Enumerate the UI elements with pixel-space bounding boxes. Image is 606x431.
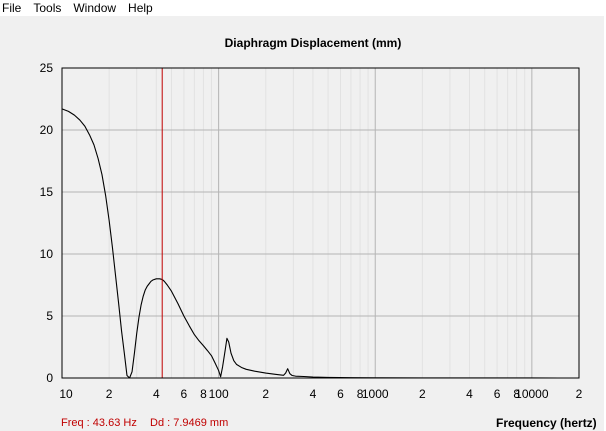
series-layer xyxy=(61,108,560,379)
x-tick-label: 4 xyxy=(466,387,473,401)
y-tick-label: 20 xyxy=(40,123,54,137)
series-line xyxy=(61,108,560,379)
x-tick-label: 4 xyxy=(153,387,160,401)
x-tick-label: 8 xyxy=(513,387,520,401)
y-tick-labels: 0 5 10 15 20 25 xyxy=(40,61,54,385)
x-tick-label: 8 xyxy=(357,387,364,401)
x-tick-label: 8 xyxy=(200,387,207,401)
x-tick-label: 2 xyxy=(106,387,113,401)
window-edge xyxy=(604,16,606,431)
menu-bar: File Tools Window Help xyxy=(0,0,606,16)
menu-tools[interactable]: Tools xyxy=(33,1,62,15)
x-tick-label: 2 xyxy=(262,387,269,401)
status-frequency: Freq : 43.63 Hz xyxy=(61,417,137,429)
x-tick-label: 1000 xyxy=(362,387,389,401)
y-tick-label: 25 xyxy=(40,61,54,75)
menu-window[interactable]: Window xyxy=(73,1,117,15)
status-displacement: Dd : 7.9469 mm xyxy=(150,417,229,429)
x-tick-label: 10 xyxy=(59,387,73,401)
y-tick-label: 0 xyxy=(46,371,53,385)
plot-frame xyxy=(61,67,580,379)
x-tick-label: 100 xyxy=(209,387,229,401)
x-tick-label: 2 xyxy=(419,387,426,401)
chart-title: Diaphragm Displacement (mm) xyxy=(224,36,402,50)
x-tick-label: 10000 xyxy=(515,387,549,401)
menu-help[interactable]: Help xyxy=(128,1,153,15)
x-tick-label: 4 xyxy=(310,387,317,401)
x-tick-label: 6 xyxy=(337,387,344,401)
x-axis-label: Frequency (hertz) xyxy=(496,416,597,430)
menu-file[interactable]: File xyxy=(2,1,22,15)
y-tick-label: 5 xyxy=(46,309,53,323)
y-tick-label: 15 xyxy=(40,185,54,199)
grid-lines xyxy=(62,68,579,378)
x-tick-label: 6 xyxy=(181,387,188,401)
x-tick-label: 6 xyxy=(494,387,501,401)
y-tick-label: 10 xyxy=(40,247,54,261)
x-tick-label: 2 xyxy=(576,387,583,401)
